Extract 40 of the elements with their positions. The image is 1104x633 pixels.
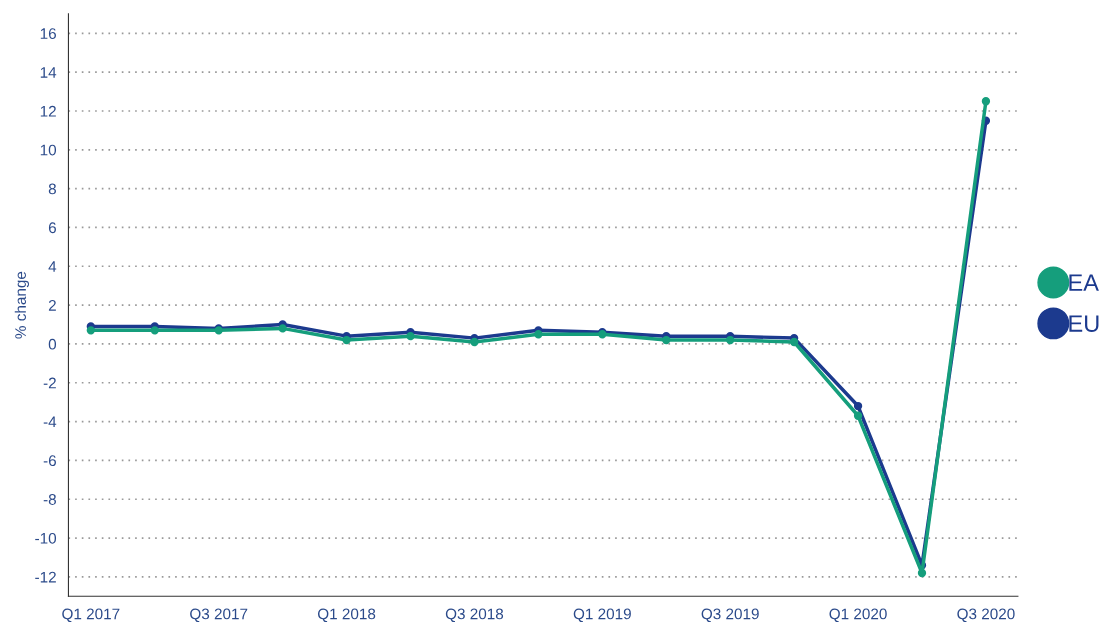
x-tick-label: Q1 2017 [62, 608, 120, 623]
y-tick-label: 16 [40, 28, 56, 40]
y-tick-label: 14 [40, 67, 57, 78]
x-tick-label: Q3 2019 [701, 608, 759, 623]
y-tick-label: -6 [43, 455, 56, 467]
x-tick-label: Q1 2020 [829, 608, 887, 623]
y-tick-label: -12 [35, 571, 56, 583]
x-tick-label: Q3 2018 [445, 608, 504, 623]
y-tick-label: 0 [48, 338, 57, 350]
y-tick-label: 8 [48, 183, 56, 195]
y-tick-label: 6 [48, 222, 56, 234]
point [853, 411, 863, 420]
point [150, 326, 159, 335]
point [406, 332, 415, 341]
y-tick-label: -2 [43, 377, 56, 389]
y-tick-label: 12 [40, 105, 56, 117]
point [662, 335, 671, 345]
point [917, 568, 927, 578]
y-tick-label: -4 [43, 416, 57, 428]
point [342, 335, 351, 345]
x-tick-label: Q1 2018 [317, 608, 376, 623]
legend-label: EA [1069, 274, 1099, 291]
y-tick-label: -10 [35, 532, 57, 544]
point [853, 401, 863, 411]
point [278, 324, 287, 333]
point [534, 330, 543, 339]
point [86, 326, 95, 335]
y-tick-label: 10 [40, 144, 57, 156]
point [789, 337, 799, 347]
y-tick-label: 4 [48, 261, 57, 272]
x-tick-label: Q3 2020 [957, 608, 1015, 623]
legend-label: EU [1069, 315, 1099, 332]
point [726, 335, 735, 345]
point [981, 97, 991, 106]
y-tick-label: -8 [43, 494, 56, 505]
x-tick-label: Q3 2017 [190, 608, 248, 623]
point [470, 337, 479, 347]
y-axis-title: % change [14, 271, 30, 339]
y-tick-label: 2 [48, 299, 56, 311]
x-tick-label: Q1 2019 [573, 608, 631, 623]
